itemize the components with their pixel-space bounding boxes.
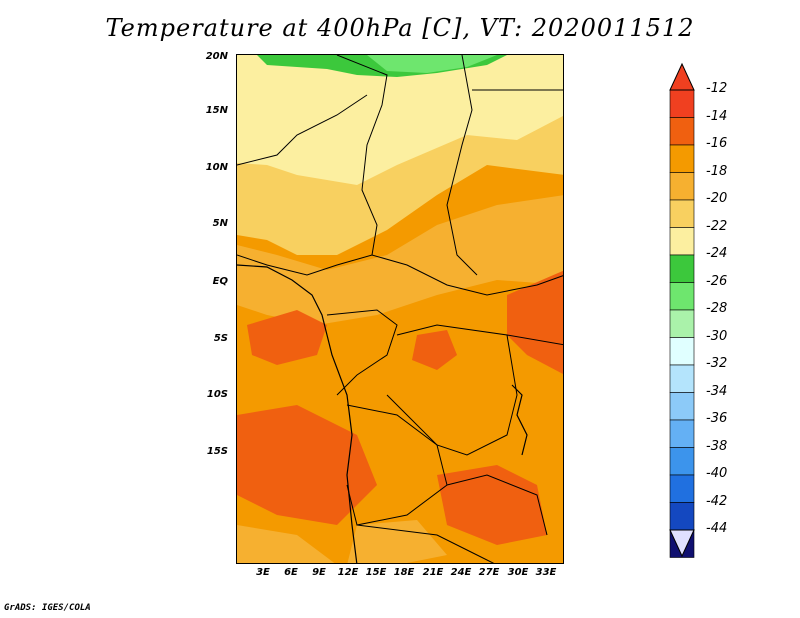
colorbar-box-13 (669, 447, 695, 476)
lat-label-10n: 10N (205, 162, 228, 173)
field-mid-band (237, 195, 563, 325)
field-patch-2 (412, 330, 457, 370)
colorbar-label: -40 (706, 466, 728, 481)
colorbar (669, 62, 695, 558)
field-patch-3 (507, 270, 563, 374)
colorbar-label: -36 (706, 411, 728, 426)
colorbar-box-12 (669, 419, 695, 448)
colorbar-label: -26 (706, 273, 728, 289)
lat-label-10s: 10S (206, 389, 228, 400)
coastlines (237, 264, 528, 563)
footer-credit: GrADS: IGES/COLA (4, 603, 91, 613)
colorbar-label: -44 (706, 521, 728, 536)
colorbar-box-4 (669, 199, 695, 228)
lon-label-15e: 15E (365, 567, 387, 578)
lat-label-5s: 5S (213, 333, 228, 344)
lon-label-18e: 18E (393, 567, 415, 578)
lon-label-27e: 27E (478, 567, 500, 578)
lon-label-12e: 12E (337, 567, 359, 578)
colorbar-box-9 (669, 337, 695, 366)
colorbar-label: -38 (706, 438, 728, 454)
lon-label-3e: 3E (256, 567, 270, 578)
colorbar-label: -34 (706, 383, 728, 399)
colorbar-box-2 (669, 144, 695, 173)
lat-label-20n: 20N (205, 51, 228, 62)
lat-label-15n: 15N (205, 105, 228, 116)
colorbar-box-1 (669, 117, 695, 146)
colorbar-box-5 (669, 227, 695, 256)
field-patch-4 (237, 405, 377, 525)
colorbar-box-15 (669, 502, 695, 531)
lon-label-9e: 9E (312, 567, 326, 578)
colorbar-box-6 (669, 254, 695, 283)
colorbar-bottom-arrow (669, 529, 695, 558)
lat-label-15s: 15S (206, 446, 228, 457)
colorbar-label: -12 (706, 81, 728, 96)
colorbar-label: -18 (706, 163, 728, 179)
colorbar-label: -14 (706, 108, 728, 124)
colorbar-top-arrow (669, 62, 695, 91)
field-south-band (237, 525, 335, 563)
field-south-band-2 (347, 520, 447, 563)
field-light-green-patch (367, 55, 497, 73)
colorbar-label: -30 (706, 328, 728, 344)
colorbar-label: -42 (706, 493, 728, 509)
lon-label-6e: 6E (284, 567, 298, 578)
lon-label-21e: 21E (422, 567, 444, 578)
lon-label-24e: 24E (450, 567, 472, 578)
colorbar-label: -32 (706, 356, 728, 371)
lat-label-eq: EQ (212, 276, 228, 287)
colorbar-label: -28 (706, 301, 728, 316)
field-north-pale (237, 55, 563, 185)
temperature-field (237, 55, 563, 563)
map-plot-area (236, 54, 564, 564)
field-patch-5 (437, 465, 547, 545)
lon-label-30e: 30E (507, 567, 529, 578)
colorbar-label: -20 (706, 191, 728, 206)
colorbar-box-11 (669, 392, 695, 421)
map-title: Temperature at 400hPa [C], VT: 202001151… (105, 14, 695, 42)
colorbar-box-3 (669, 172, 695, 201)
field-patch-1 (247, 310, 327, 365)
colorbar-label: -22 (706, 218, 728, 234)
country-borders (237, 55, 563, 563)
colorbar-box-14 (669, 474, 695, 503)
lat-label-5n: 5N (212, 218, 228, 229)
colorbar-box-7 (669, 282, 695, 311)
colorbar-box-8 (669, 309, 695, 338)
colorbar-box-10 (669, 364, 695, 393)
colorbar-box-0 (669, 89, 695, 118)
colorbar-label: -24 (706, 246, 728, 261)
lon-label-33e: 33E (535, 567, 557, 578)
colorbar-label: -16 (706, 136, 728, 151)
